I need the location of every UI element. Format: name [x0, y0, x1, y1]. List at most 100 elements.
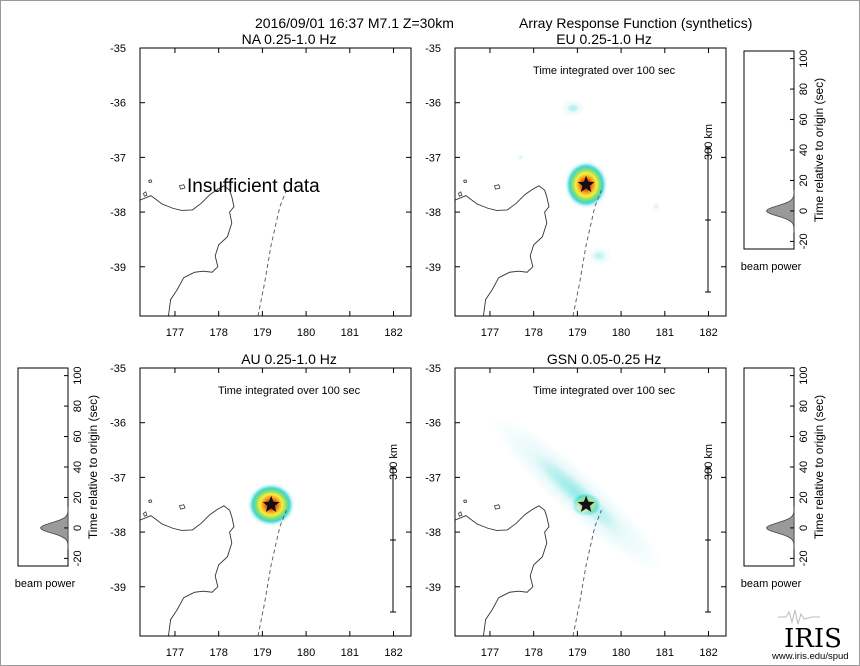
map-background — [140, 48, 411, 316]
x-tick-label: 178 — [209, 647, 227, 659]
x-tick-label: 181 — [341, 647, 359, 659]
y-tick-label: -39 — [425, 262, 441, 274]
panel-title: NA 0.25-1.0 Hz — [242, 31, 337, 47]
beam-tick-label: 60 — [798, 430, 810, 442]
epicenter-star-icon — [262, 495, 280, 512]
scale-label: 300 km — [703, 124, 715, 160]
y-tick-label: -35 — [110, 363, 126, 375]
beam-tick-label: -20 — [798, 233, 810, 249]
x-tick-label: 179 — [568, 327, 586, 339]
iris-logo: IRIS www.iris.edu/spud — [771, 609, 849, 662]
map-panel-4: 177 178 179 180 181 182 -35 -36 -37 -38 -39 GSN 0.0… — [425, 351, 727, 659]
panel-note: Time integrated over 100 sec — [533, 385, 676, 397]
trench-line — [257, 190, 287, 316]
x-tick-label: 178 — [524, 327, 542, 339]
beam-power-curve — [39, 506, 69, 550]
iris-url: www.iris.edu/spud — [771, 651, 849, 662]
x-tick-label: 180 — [612, 327, 630, 339]
beam-axis-label: Time relative to origin (sec) — [86, 395, 100, 539]
beam-tick-label: 40 — [72, 461, 84, 473]
x-tick-label: 182 — [699, 327, 717, 339]
x-tick-label: 178 — [209, 327, 227, 339]
insufficient-data-label: Insufficient data — [187, 176, 320, 197]
y-tick-label: -38 — [110, 527, 126, 539]
scale-label: 300 km — [703, 444, 715, 480]
beam-tick-label: 20 — [798, 174, 810, 186]
beam-tick-label: 20 — [72, 491, 84, 503]
x-tick-label: 181 — [341, 327, 359, 339]
map-frame — [454, 367, 727, 637]
beam-power-curve — [765, 189, 795, 233]
island — [143, 511, 148, 517]
scale-bar: 300 km — [388, 444, 400, 613]
beam-tick-label: 40 — [798, 144, 810, 156]
y-tick-label: -38 — [425, 527, 441, 539]
trench-line — [572, 510, 602, 636]
y-tick-label: -36 — [110, 418, 126, 430]
response-blob — [491, 416, 664, 572]
iris-logo-text: IRIS — [784, 624, 842, 654]
beam-tick-label: 100 — [798, 366, 810, 384]
x-tick-label: 180 — [612, 647, 630, 659]
y-tick-label: -35 — [425, 363, 441, 375]
map-panel-1: 177 178 179 180 181 182 -35 -36 -37 -38 -39 NA 0.25… — [110, 31, 412, 339]
island — [148, 499, 153, 504]
x-tick-label: 180 — [297, 327, 315, 339]
beam-tick-label: 100 — [72, 366, 84, 384]
beam-tick-label: 80 — [798, 400, 810, 412]
response-blob — [560, 99, 586, 117]
map-panel-2: 177 178 179 180 181 182 -35 -36 -37 -38 -39 EU 0.25… — [425, 31, 727, 339]
map-frame — [454, 47, 727, 317]
map-content — [455, 416, 664, 636]
beam-tick-label: -20 — [798, 550, 810, 566]
beam-tick-label: 40 — [798, 461, 810, 473]
x-tick-label: 182 — [699, 647, 717, 659]
y-tick-label: -36 — [425, 418, 441, 430]
x-tick-label: 180 — [297, 647, 315, 659]
beam-tick-label: 100 — [798, 49, 810, 67]
y-tick-label: -39 — [425, 582, 441, 594]
panel-title: GSN 0.05-0.25 Hz — [547, 351, 661, 367]
x-tick-label: 181 — [656, 327, 674, 339]
island — [463, 179, 468, 184]
beam-tick-label: 60 — [72, 430, 84, 442]
x-tick-label: 182 — [384, 647, 402, 659]
beam-tick-label: 80 — [72, 400, 84, 412]
figure-title: Array Response Function (synthetics) — [519, 15, 752, 31]
response-blob — [586, 246, 613, 266]
map-frame — [139, 367, 412, 637]
y-tick-label: -35 — [110, 43, 126, 55]
beam-tick-label: 20 — [798, 491, 810, 503]
map-panel-3: 177 178 179 180 181 182 -35 -36 -37 -38 -39 AU 0.25… — [110, 351, 412, 659]
y-tick-label: -37 — [110, 472, 126, 484]
map-panels: 177 178 179 180 181 182 -35 -36 -37 -38 -39 NA 0.25… — [110, 31, 727, 659]
beam-power-label: beam power — [741, 578, 802, 590]
beam-power-label: beam power — [741, 261, 802, 273]
beam-power-curve — [765, 506, 795, 550]
x-tick-label: 179 — [253, 327, 271, 339]
x-tick-label: 177 — [481, 647, 499, 659]
panel-title: AU 0.25-1.0 Hz — [241, 351, 337, 367]
coastline — [455, 185, 550, 316]
beam-tick-label: 0 — [72, 525, 84, 531]
x-tick-label: 179 — [253, 647, 271, 659]
seismogram-icon — [778, 609, 820, 625]
beam-axis-label: Time relative to origin (sec) — [812, 395, 826, 539]
x-tick-label: 181 — [656, 647, 674, 659]
island — [463, 499, 468, 504]
beam-power-label: beam power — [15, 578, 76, 590]
x-tick-label: 182 — [384, 327, 402, 339]
y-tick-label: -36 — [425, 98, 441, 110]
trench-line — [572, 190, 602, 316]
y-tick-label: -37 — [425, 152, 441, 164]
response-blob — [651, 202, 661, 211]
island — [458, 191, 463, 197]
x-tick-label: 179 — [568, 647, 586, 659]
epicenter-star-icon — [577, 495, 595, 512]
map-content — [140, 482, 296, 636]
scale-bar: 300 km — [703, 444, 715, 613]
coastline — [140, 185, 235, 316]
